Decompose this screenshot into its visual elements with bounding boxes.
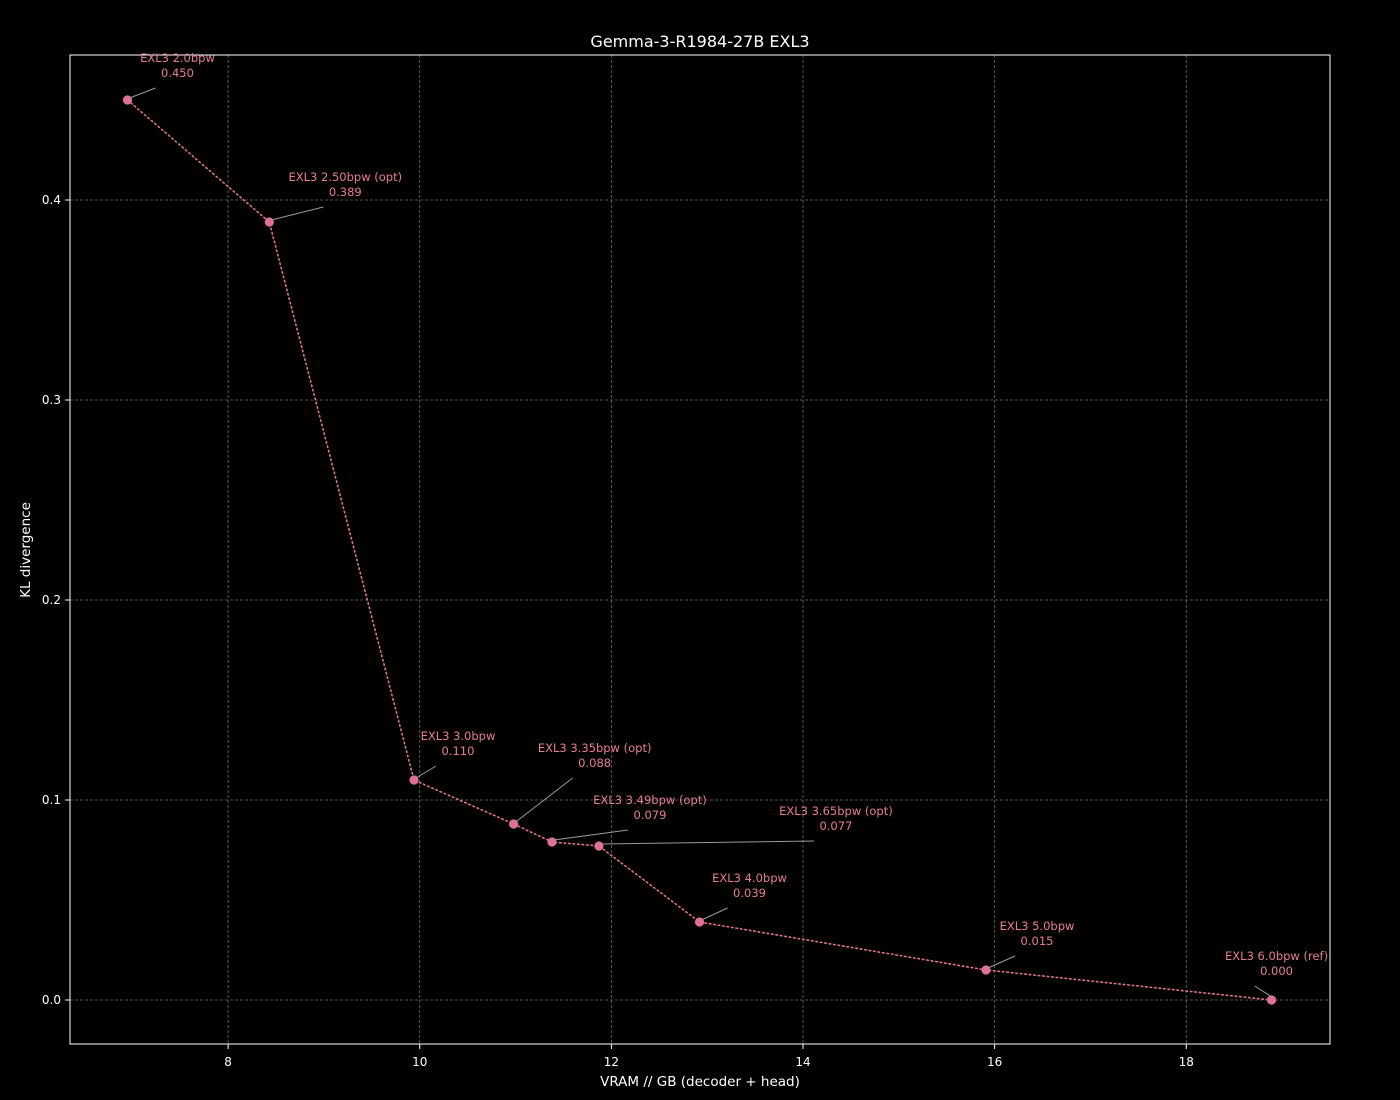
axes-layer: 8 10 12 14 16 18 0.0 0.1 0.2 0.3 0.4 <box>42 54 1331 1069</box>
y-tick-label: 0.2 <box>42 593 61 607</box>
point-value-label: 0.077 <box>819 819 852 833</box>
point-label: EXL3 5.0bpw <box>1000 919 1075 933</box>
leader-line <box>600 840 814 845</box>
leader-line <box>129 87 156 99</box>
point-value-label: 0.088 <box>578 756 611 770</box>
data-point <box>694 917 705 927</box>
y-tick-label: 0.0 <box>42 993 61 1007</box>
point-label: EXL3 3.0bpw <box>421 729 496 743</box>
leader-line <box>1254 985 1274 999</box>
data-point <box>981 965 991 975</box>
x-tick-label: 18 <box>1179 1055 1194 1069</box>
data-point <box>1266 995 1277 1005</box>
point-value-label: 0.389 <box>329 185 362 199</box>
y-tick-label: 0.1 <box>42 793 61 807</box>
data-point <box>594 841 604 851</box>
x-axis-label: VRAM // GB (decoder + head) <box>600 1074 800 1090</box>
point-value-label: 0.450 <box>161 66 194 80</box>
x-tick-label: 10 <box>412 1055 427 1069</box>
point-label: EXL3 3.35bpw (opt) <box>538 741 652 755</box>
x-tick-label: 14 <box>795 1055 810 1069</box>
x-tick-label: 12 <box>604 1055 619 1069</box>
point-value-label: 0.079 <box>633 808 666 822</box>
x-tick-label: 8 <box>224 1055 232 1069</box>
leader-line <box>987 955 1016 969</box>
point-value-label: 0.000 <box>1260 964 1293 978</box>
y-axis-label: KL divergence <box>18 502 34 598</box>
leader-line <box>553 829 629 841</box>
point-label: EXL3 6.0bpw (ref) <box>1225 949 1328 963</box>
leader-line <box>415 765 437 779</box>
data-point <box>547 837 557 847</box>
data-point <box>264 217 274 227</box>
point-value-label: 0.015 <box>1021 934 1054 948</box>
point-label: EXL3 3.65bpw (opt) <box>779 804 893 818</box>
point-label: EXL3 2.50bpw (opt) <box>288 170 402 184</box>
leader-line <box>701 907 728 921</box>
plot-frame <box>69 54 1331 1045</box>
leader-line <box>515 777 573 823</box>
point-label: EXL3 2.0bpw <box>140 51 215 65</box>
leader-line <box>271 206 324 221</box>
point-label: EXL3 4.0bpw <box>712 871 787 885</box>
y-tick-label: 0.4 <box>42 193 61 207</box>
chart-title: Gemma-3-R1984-27B EXL3 <box>590 32 809 51</box>
x-tick-label: 16 <box>987 1055 1002 1069</box>
y-tick-label: 0.3 <box>42 393 61 407</box>
grid-layer <box>70 55 1330 1044</box>
point-value-label: 0.039 <box>733 886 766 900</box>
point-value-label: 0.110 <box>442 744 475 758</box>
data-point <box>122 95 133 105</box>
point-label: EXL3 3.49bpw (opt) <box>593 793 707 807</box>
